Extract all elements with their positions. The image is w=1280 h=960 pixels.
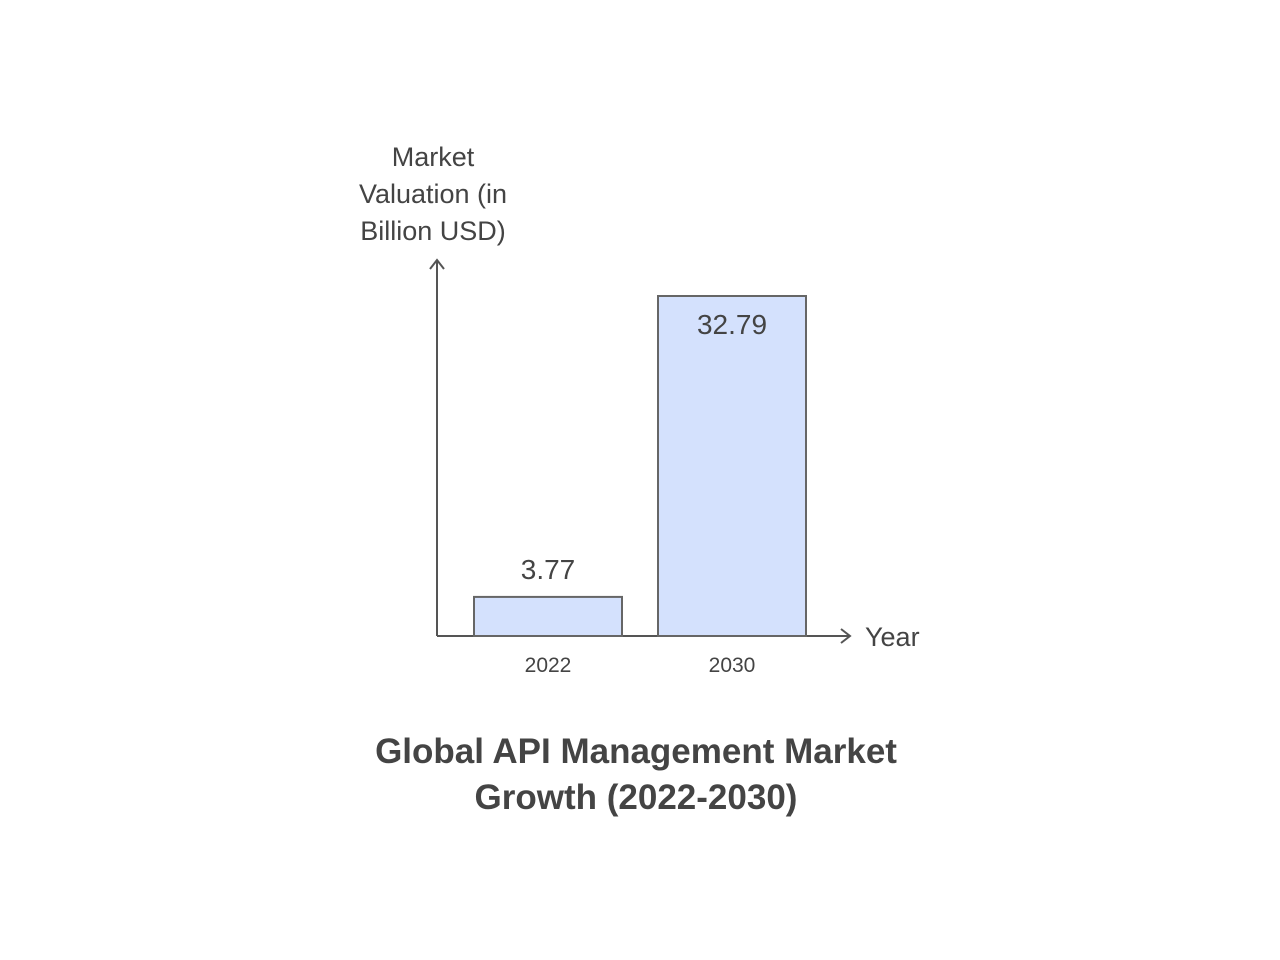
bar-2022 — [473, 595, 623, 637]
x-tick-label-2030: 2030 — [709, 654, 756, 677]
data-label-2022: 3.77 — [521, 554, 576, 585]
x-axis-label: Year — [865, 622, 920, 652]
bar-2030 — [657, 295, 807, 637]
x-axis-arrowhead — [840, 628, 852, 644]
y-axis-arrowhead — [429, 258, 445, 270]
data-labels: 3.77 32.79 — [521, 309, 767, 585]
y-axis-label: Market Valuation (in Billion USD) — [359, 142, 507, 246]
chart-title-line: Global API Management Market — [375, 732, 897, 771]
chart-title-line: Growth (2022-2030) — [475, 778, 798, 817]
x-tick-label-2022: 2022 — [525, 654, 572, 677]
bars — [473, 295, 807, 637]
y-axis-label-line: Billion USD) — [360, 216, 506, 246]
y-axis-label-line: Market — [392, 142, 475, 172]
x-tick-labels: 2022 2030 — [525, 654, 756, 677]
y-axis-label-line: Valuation (in — [359, 179, 507, 209]
chart-title: Global API Management Market Growth (2022… — [375, 732, 897, 817]
data-label-2030: 32.79 — [697, 309, 767, 340]
